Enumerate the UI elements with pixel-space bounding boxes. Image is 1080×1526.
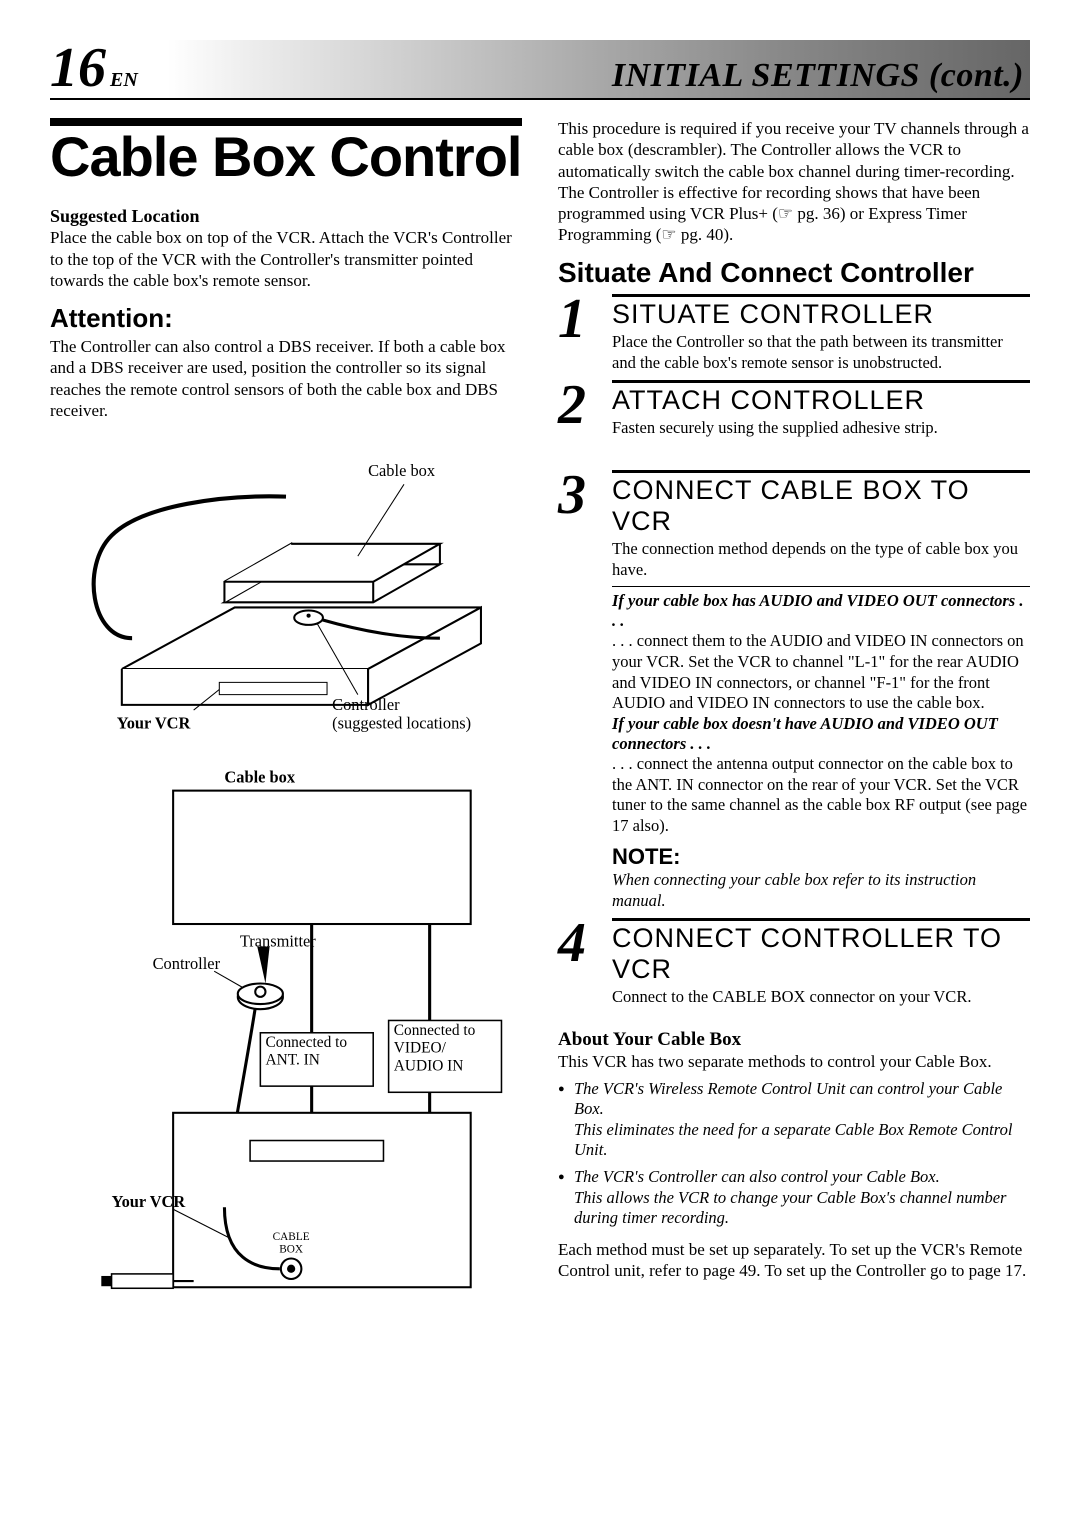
step-3-sub2-h: If your cable box doesn't have AUDIO and… — [612, 714, 1030, 754]
suggested-location-block: Suggested Location Place the cable box o… — [50, 205, 522, 291]
step-3-sub1-h: If your cable box has AUDIO and VIDEO OU… — [612, 591, 1030, 631]
step-4-text: Connect to the CABLE BOX connector on yo… — [612, 987, 1030, 1008]
suggested-location-heading: Suggested Location — [50, 206, 200, 226]
page-number: 16EN — [50, 40, 138, 96]
diagram-top: Cable box Your VCR Controller (suggested… — [50, 433, 522, 761]
d1-controller-label: Controller — [332, 695, 400, 714]
about-bullet-1: The VCR's Wireless Remote Control Unit c… — [558, 1079, 1030, 1162]
section-title: Situate And Connect Controller — [558, 258, 1030, 289]
note-heading: NOTE: — [612, 844, 1030, 870]
left-column: Cable Box Control Suggested Location Pla… — [50, 118, 522, 1486]
about-bullets: The VCR's Wireless Remote Control Unit c… — [558, 1079, 1030, 1229]
step-2-title: ATTACH CONTROLLER — [612, 385, 1030, 416]
step-2-num: 2 — [558, 380, 600, 465]
d1-vcr-label: Your VCR — [117, 714, 191, 733]
content-columns: Cable Box Control Suggested Location Pla… — [50, 118, 1030, 1486]
step-1: 1 SITUATE CONTROLLER Place the Controlle… — [558, 294, 1030, 373]
step-2: 2 ATTACH CONTROLLER Fasten securely usin… — [558, 380, 1030, 465]
right-column: This procedure is required if you receiv… — [558, 118, 1030, 1486]
about-b1b: This eliminates the need for a separate … — [574, 1120, 1012, 1160]
attention-text: The Controller can also control a DBS re… — [50, 336, 522, 421]
about-b2b: This allows the VCR to change your Cable… — [574, 1188, 1006, 1228]
d2-transmitter-label: Transmitter — [240, 932, 316, 951]
step-4-title: CONNECT CONTROLLER TO VCR — [612, 923, 1030, 985]
page-lang-suffix: EN — [110, 69, 138, 91]
d2-av-label: Connected to VIDEO/ AUDIO IN — [394, 1023, 497, 1076]
diagram-bottom: Cable box Controller Transmitter Connect… — [50, 766, 522, 1320]
d1-cablebox-label: Cable box — [368, 461, 435, 480]
step-1-title: SITUATE CONTROLLER — [612, 299, 1030, 330]
step-3-title: CONNECT CABLE BOX TO VCR — [612, 475, 1030, 537]
intro-paragraph: This procedure is required if you receiv… — [558, 118, 1030, 246]
about-b2a: The VCR's Controller can also control yo… — [574, 1167, 940, 1186]
attention-heading: Attention: — [50, 303, 522, 334]
d2-vcr-label: Your VCR — [112, 1193, 186, 1212]
about-intro: This VCR has two separate methods to con… — [558, 1051, 1030, 1072]
about-bullet-2: The VCR's Controller can also control yo… — [558, 1167, 1030, 1229]
d2-port-label2: BOX — [279, 1244, 303, 1256]
step-4-num: 4 — [558, 918, 600, 1008]
d2-controller-label: Controller — [153, 955, 221, 974]
page-header: 16EN INITIAL SETTINGS (cont.) — [50, 40, 1030, 100]
note-text: When connecting your cable box refer to … — [612, 870, 1030, 911]
suggested-location-text: Place the cable box on top of the VCR. A… — [50, 228, 512, 290]
d2-port-label1: CABLE — [273, 1231, 310, 1243]
step-3-text: The connection method depends on the typ… — [612, 539, 1030, 580]
step-1-text: Place the Controller so that the path be… — [612, 332, 1030, 373]
about-outro: Each method must be set up separately. T… — [558, 1239, 1030, 1282]
step-3-sub1-p: . . . connect them to the AUDIO and VIDE… — [612, 631, 1030, 714]
page-number-value: 16 — [50, 37, 106, 99]
about-heading: About Your Cable Box — [558, 1029, 1030, 1051]
header-title: INITIAL SETTINGS (cont.) — [612, 57, 1024, 95]
about-b1a: The VCR's Wireless Remote Control Unit c… — [574, 1079, 1002, 1119]
d2-cablebox-label: Cable box — [224, 768, 295, 787]
step-4: 4 CONNECT CONTROLLER TO VCR Connect to t… — [558, 918, 1030, 1008]
d2-ant-label: Connected to ANT. IN — [265, 1035, 368, 1070]
step-3-sub2-p: . . . connect the antenna output connect… — [612, 754, 1030, 837]
step-1-num: 1 — [558, 294, 600, 373]
step-2-text: Fasten securely using the supplied adhes… — [612, 418, 1030, 439]
step-3: 3 CONNECT CABLE BOX TO VCR The connectio… — [558, 470, 1030, 912]
d1-suggested-label: (suggested locations) — [332, 714, 471, 733]
main-title: Cable Box Control — [50, 128, 522, 187]
step-3-num: 3 — [558, 470, 600, 912]
